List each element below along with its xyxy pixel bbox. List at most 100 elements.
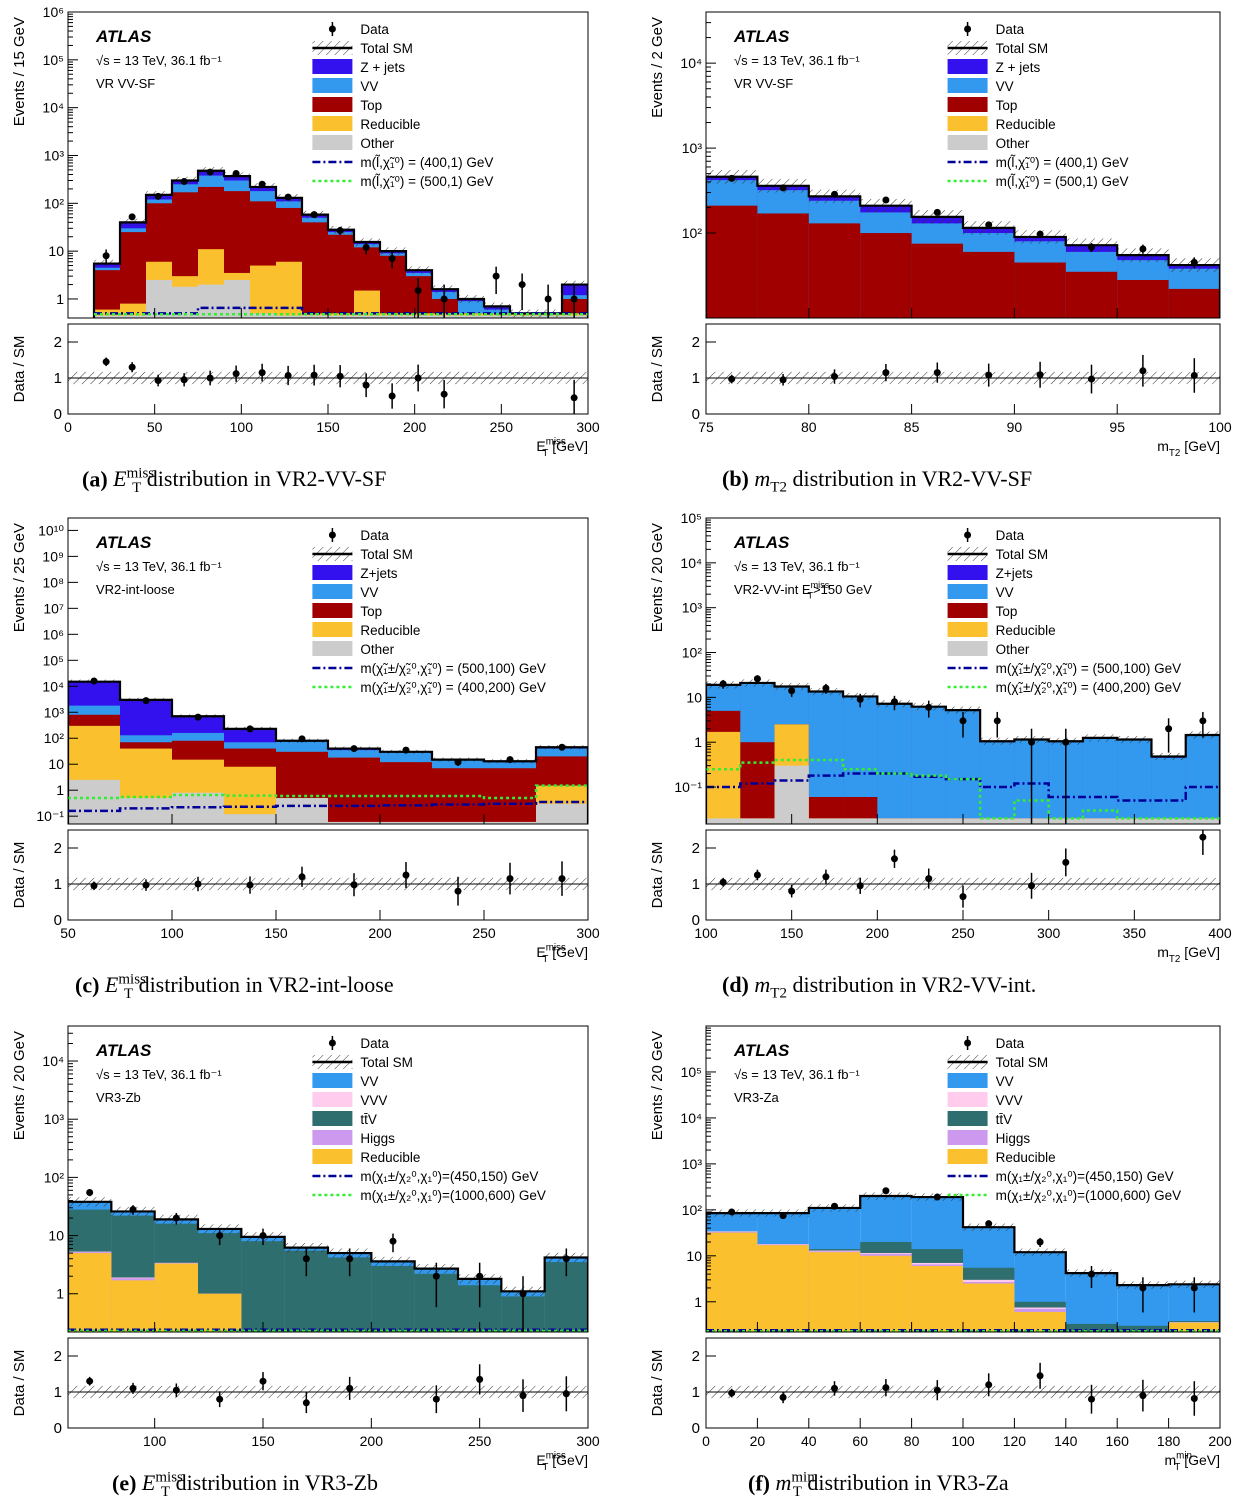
x-tick-label: 0 [702,1433,710,1449]
x-tick-label: 200 [403,419,427,435]
legend-entry: Top [312,97,382,113]
bar-other [1082,818,1118,824]
figure-caption: (c) EmissT distribution in VR2-int-loose [75,972,394,1003]
legend-label: Higgs [360,1131,395,1146]
caption-text: EmissT distribution in VR2-int-loose [99,972,394,1002]
legend-label: m(l̃,χ̃₁⁰) = (500,1) GeV [996,173,1129,189]
chart-panel-e: 1 10 10² 10³ 10⁴ Events / 20 GeV ATLAS √s = 13 … [10,1020,610,1500]
main-plot-frame [67,517,589,825]
y-tick-label: 10 [686,689,702,705]
y-tick-label: 10⁹ [42,548,64,564]
legend-label: Other [996,136,1030,151]
legend-entry: Reducible [947,622,1056,638]
legend-entry: VV [312,1073,378,1089]
ratio-y-tick-label: 1 [692,370,700,387]
ratio-y-tick-label: 2 [54,840,62,857]
legend-entry: Data [328,22,389,37]
data-point [822,684,830,692]
bar-other [484,315,510,318]
legend-entry: Z+jets [947,565,1033,581]
bar-top [432,768,484,824]
ratio-point [788,887,796,895]
y-axis-label: Events / 20 GeV [649,523,666,632]
bar-other [328,821,380,824]
data-point [346,1255,354,1263]
legend-label: m(χ₁±/χ₂⁰,χ₁⁰)=(1000,600) GeV [996,1188,1182,1203]
data-point [454,758,462,766]
bar-other [484,821,536,824]
data-point [1190,1284,1198,1292]
y-tick-label: 10⁴ [680,55,702,71]
x-tick-label: 150 [780,925,804,941]
legend-entry: tt̄V [312,1111,377,1127]
legend-entry: VVV [312,1092,387,1108]
data-point [432,1272,440,1280]
bar-top [406,276,432,318]
bar-other [562,315,588,318]
data-point [414,287,422,295]
data-point [570,295,578,303]
y-tick-label: 10³ [682,600,703,616]
ratio-y-tick-label: 0 [692,1420,700,1437]
data-point [719,680,727,688]
x-tick-label: 250 [490,419,514,435]
atlas-label: ATLAS [95,1041,152,1060]
ratio-point [440,390,448,398]
y-tick-label: 10 [48,1228,64,1244]
ratio-panel: 0 1 2 0 50 100 150 200 250 300 Data / SM Emiss T [Ge… [11,323,600,459]
ratio-y-tick-label: 0 [692,406,700,423]
signal-line [68,784,588,800]
bar-reducible [68,1253,112,1332]
bar-reducible [808,1252,861,1332]
ratio-point [719,878,727,886]
legend-label: Reducible [996,1150,1056,1165]
bar-other [120,315,146,318]
signal-line [706,758,1220,820]
bar-reducible [706,1232,758,1332]
x-axis-label: mT2 [GeV] [1157,944,1220,965]
legend-label: Z+jets [360,566,397,581]
data-point [753,675,761,683]
ratio-frame [67,829,589,921]
chart-svg: 10⁻¹11010²10³10⁴10⁵10⁶10⁷10⁸10⁹10¹⁰Event… [11,517,600,965]
ratio-y-tick-label: 1 [54,1384,62,1401]
ratio-point [925,875,933,883]
legend-label: Total SM [996,41,1049,56]
y-tick-label: 10⁴ [42,100,64,116]
legend-entry: Total SM [947,41,1049,56]
ratio-frame [705,323,1221,415]
x-tick-label: 250 [468,1433,492,1449]
caption-letter: (f) [748,1470,770,1496]
x-tick-label: 160 [1106,1433,1130,1449]
legend-label: Total SM [996,1055,1049,1070]
ratio-point [102,358,110,366]
legend-label: VV [360,79,378,94]
x-tick-label: 60 [852,1433,868,1449]
legend-label: VV [360,585,378,600]
data-point [216,1232,224,1240]
legend-label: Data [996,22,1025,37]
data-point [302,1255,310,1263]
data-point [788,687,796,695]
ratio-panel: 0 1 2 100 150 200 250 300 350 400 Data / SM mT2 [Ge… [649,829,1232,965]
legend-entry: Top [947,97,1017,113]
ratio-y-tick-label: 1 [692,876,700,893]
bar-other [276,798,328,824]
data-point [831,190,838,198]
x-tick-label: 140 [1054,1433,1078,1449]
bar-other [68,779,120,824]
bar-other [328,315,354,318]
bar-reducible [111,1280,155,1332]
energy-label: √s = 13 TeV, 36.1 fb⁻¹ [96,1067,222,1082]
ratio-y-tick-label: 0 [54,406,62,423]
energy-label: √s = 13 TeV, 36.1 fb⁻¹ [734,53,860,68]
bar-top [1014,262,1066,318]
x-tick-label: 250 [472,925,496,941]
bar-other [354,315,380,318]
legend-label: Higgs [996,1131,1031,1146]
bar-reducible [198,1293,242,1332]
ratio-point [882,369,890,377]
bar-top [1168,288,1220,318]
